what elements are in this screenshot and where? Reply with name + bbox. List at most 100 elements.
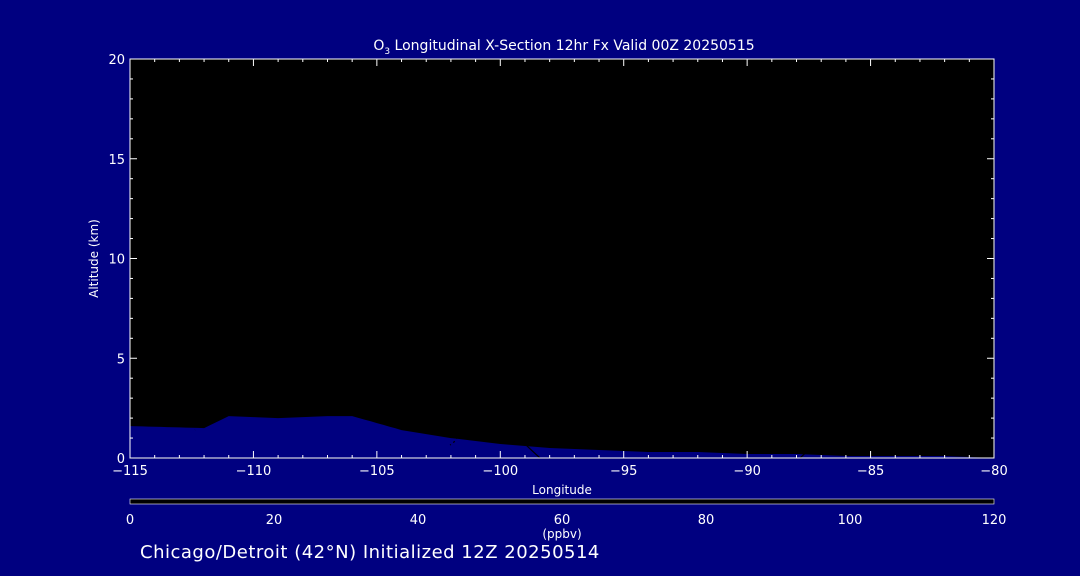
heatmap-cell (290, 158, 304, 165)
heatmap-cell (722, 353, 736, 359)
heatmap-cell (438, 103, 452, 110)
heatmap-cell (426, 353, 440, 359)
heatmap-cell (586, 108, 600, 115)
heatmap-cell (574, 318, 588, 324)
heatmap-cell (228, 123, 242, 130)
heatmap-cell (710, 143, 724, 150)
heatmap-cell (438, 98, 452, 105)
heatmap-cell (537, 238, 551, 245)
heatmap-cell (673, 148, 687, 155)
heatmap-cell (487, 103, 501, 110)
heatmap-cell (673, 313, 687, 319)
heatmap-cell (512, 378, 526, 384)
heatmap-cell (475, 108, 489, 115)
heatmap-cell (685, 298, 699, 304)
heatmap-cell (697, 243, 711, 250)
heatmap-cell (845, 328, 859, 334)
heatmap-cell (599, 213, 612, 220)
heatmap-cell (500, 293, 514, 299)
heatmap-cell (673, 123, 687, 130)
heatmap-cell (808, 203, 822, 210)
heatmap-cell (130, 133, 143, 140)
heatmap-cell (463, 108, 477, 115)
heatmap-cell (512, 228, 526, 235)
heatmap-cell (413, 308, 427, 314)
heatmap-cell (808, 308, 822, 314)
heatmap-cell (574, 383, 588, 389)
heatmap-cell (808, 128, 822, 135)
heatmap-cell (500, 108, 514, 115)
heatmap-cell (611, 233, 625, 240)
heatmap-cell (524, 333, 538, 339)
heatmap-cell (401, 288, 415, 295)
heatmap-cell (648, 428, 662, 434)
heatmap-cell (734, 408, 748, 414)
heatmap-cell (216, 163, 230, 170)
heatmap-cell (697, 123, 711, 130)
heatmap-cell (562, 318, 575, 324)
heatmap-cell (858, 323, 872, 329)
heatmap-cell (487, 208, 501, 215)
heatmap-cell (426, 68, 440, 75)
heatmap-cell (759, 223, 773, 230)
heatmap-cell (339, 173, 353, 180)
heatmap-cell (389, 363, 403, 369)
heatmap-cell (574, 83, 588, 90)
heatmap-cell (821, 128, 835, 135)
heatmap-cell (290, 88, 304, 95)
heatmap-cell (537, 308, 551, 314)
heatmap-cell (487, 318, 501, 324)
heatmap-cell (870, 213, 884, 220)
heatmap-cell (574, 423, 588, 429)
heatmap-cell (685, 293, 699, 299)
heatmap-cell (191, 118, 205, 125)
heatmap-cell (845, 428, 859, 434)
heatmap-cell (771, 383, 785, 389)
heatmap-cell (537, 133, 551, 140)
heatmap-cell (389, 208, 403, 215)
heatmap-cell (364, 388, 378, 394)
heatmap-cell (241, 73, 255, 80)
heatmap-cell (722, 168, 736, 175)
heatmap-cell (327, 238, 341, 245)
heatmap-cell (574, 313, 588, 319)
heatmap-cell (253, 213, 267, 220)
heatmap-cell (895, 303, 909, 309)
heatmap-cell (845, 143, 859, 150)
heatmap-cell (487, 258, 501, 265)
heatmap-cell (339, 113, 353, 120)
heatmap-cell (216, 238, 230, 245)
heatmap-cell (463, 408, 477, 414)
heatmap-cell (537, 158, 551, 165)
heatmap-cell (808, 373, 822, 379)
heatmap-cell (821, 203, 835, 210)
heatmap-cell (376, 303, 390, 309)
heatmap-cell (216, 323, 230, 329)
heatmap-cell (463, 313, 477, 319)
heatmap-cell (278, 123, 292, 130)
heatmap-cell (500, 148, 514, 155)
heatmap-cell (882, 393, 896, 399)
heatmap-cell (179, 263, 193, 270)
heatmap-cell (845, 118, 859, 125)
heatmap-cell (512, 328, 526, 334)
heatmap-cell (537, 293, 551, 299)
heatmap-cell (895, 413, 909, 419)
heatmap-cell (290, 313, 304, 319)
heatmap-cell (142, 313, 156, 319)
heatmap-cell (241, 333, 255, 339)
heatmap-cell (475, 83, 489, 90)
heatmap-cell (130, 353, 143, 359)
heatmap-cell (401, 298, 415, 304)
heatmap-cell (241, 288, 255, 295)
heatmap-cell (154, 223, 168, 230)
heatmap-cell (204, 278, 217, 285)
heatmap-cell (352, 263, 366, 270)
heatmap-cell (487, 63, 501, 70)
heatmap-cell (179, 418, 193, 424)
heatmap-cell (734, 223, 748, 230)
heatmap-cell (821, 153, 835, 160)
heatmap-cell (524, 273, 538, 280)
heatmap-cell (771, 378, 785, 384)
heatmap-cell (389, 313, 403, 319)
